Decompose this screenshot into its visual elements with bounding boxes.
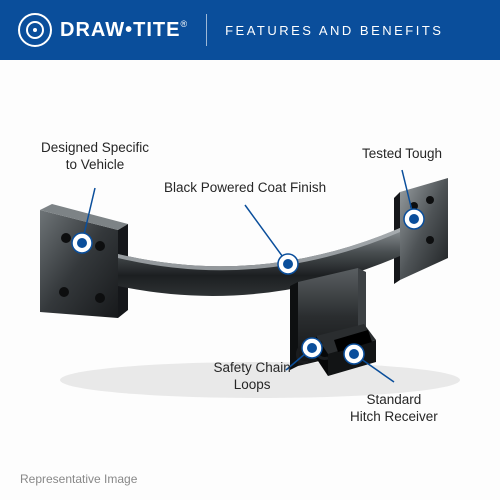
callout-designed-specific: Designed Specific to Vehicle <box>41 139 149 174</box>
header-subtitle: FEATURES AND BENEFITS <box>225 23 443 38</box>
header-divider <box>206 14 207 46</box>
callout-tested-tough: Tested Tough <box>362 145 442 163</box>
left-mount-plate <box>40 204 128 318</box>
right-mount-plate <box>394 178 448 284</box>
diagram-canvas: Designed Specific to Vehicle Black Powere… <box>0 60 500 500</box>
brand-name: DRAW•TITE® <box>60 19 188 42</box>
page: DRAW•TITE® FEATURES AND BENEFITS <box>0 0 500 500</box>
hitch-illustration <box>0 60 500 500</box>
registered-mark: ® <box>180 19 188 29</box>
callout-hitch-receiver: Standard Hitch Receiver <box>350 391 438 426</box>
callout-safety-chain: Safety Chain Loops <box>214 359 291 394</box>
hitch-ball-logo-icon <box>18 13 52 47</box>
brand-text: DRAW•TITE <box>60 19 180 41</box>
footnote-text: Representative Image <box>20 472 137 486</box>
header-bar: DRAW•TITE® FEATURES AND BENEFITS <box>0 0 500 60</box>
callout-black-finish: Black Powered Coat Finish <box>164 179 326 197</box>
